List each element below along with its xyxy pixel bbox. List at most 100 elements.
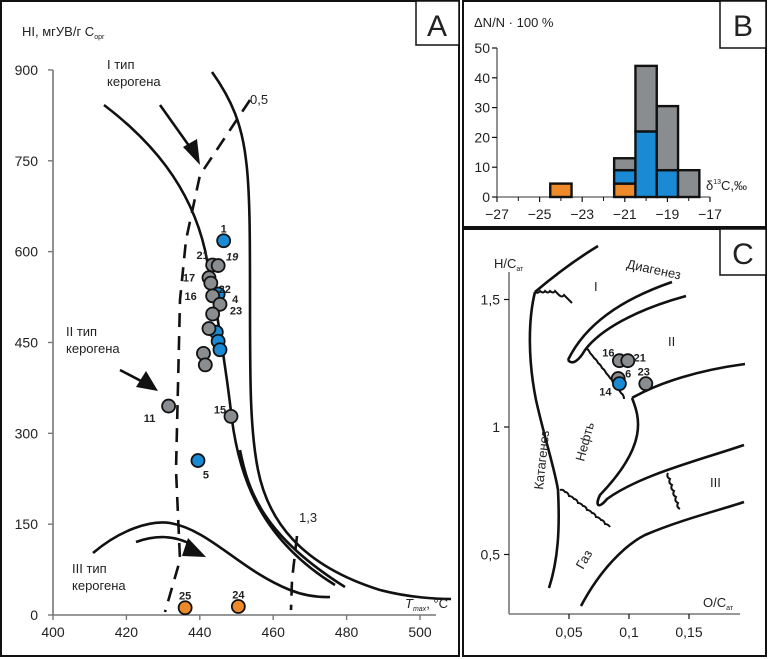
panel-b-bar-blue bbox=[612, 168, 637, 185]
panel-b-bar-gray bbox=[612, 157, 637, 172]
panel-b-x-tick-label: −21 bbox=[613, 206, 637, 222]
panel-a-point-label: 17 bbox=[183, 273, 195, 285]
panel-b-x-tick-label: −25 bbox=[528, 206, 552, 222]
panel-c-point-label: 23 bbox=[638, 367, 650, 379]
panel-a-point-label: 16 bbox=[185, 291, 197, 303]
panel-a-xlabel: Tmax, °C bbox=[405, 596, 448, 613]
panel-b-x-tick-label: −19 bbox=[656, 206, 680, 222]
panel-c-point-blue bbox=[612, 376, 627, 392]
panel-a-x-tick-label: 500 bbox=[408, 624, 432, 640]
type3-arrow-line bbox=[135, 535, 193, 547]
region-iii-label: III bbox=[710, 475, 721, 490]
iso-label-0-5: 0,5 bbox=[250, 92, 268, 107]
type2-curve bbox=[238, 449, 346, 589]
type3-wavy-line bbox=[666, 472, 681, 510]
iso-line-0-5 bbox=[163, 99, 252, 613]
panel-a-point-gray bbox=[205, 306, 221, 322]
panel-a-x-tick-label: 420 bbox=[115, 624, 139, 640]
panel-b-frame bbox=[462, 0, 767, 228]
panel-b-ylabel: ΔN/N · 100 % bbox=[474, 15, 554, 30]
panel-a-point-gray bbox=[223, 408, 239, 424]
panel-a-y-tick-label: 450 bbox=[15, 334, 39, 350]
type2-upper-curve bbox=[566, 294, 687, 364]
panel-a-point-blue bbox=[216, 233, 232, 249]
panel-c-point-label: 6 bbox=[625, 369, 631, 381]
panel-a-point-label: 24 bbox=[232, 590, 245, 602]
type2-boundary bbox=[631, 362, 746, 400]
panel-c-y-tick-label: 1 bbox=[492, 419, 500, 435]
catagenesis-label: Катагенез bbox=[531, 430, 552, 491]
panel-a-point-label: 5 bbox=[203, 470, 209, 482]
panel-c-label: C bbox=[732, 238, 754, 271]
panel-b-label: B bbox=[733, 10, 753, 43]
panel-a-x-tick-label: 460 bbox=[262, 624, 286, 640]
panel-c-point-label: 14 bbox=[599, 387, 612, 399]
type3-label-line2: керогена bbox=[72, 578, 126, 593]
panel-c-y-tick-label: 0,5 bbox=[481, 547, 501, 563]
panel-b-xlabel: δ13C,‰ bbox=[706, 178, 747, 193]
panel-a-point-label: 19 bbox=[226, 252, 239, 264]
panel-a-x-tick-label: 400 bbox=[41, 624, 65, 640]
type3-label-line1: III тип bbox=[72, 561, 107, 576]
panel-a-point-label: 21 bbox=[197, 250, 209, 262]
panel-c-x-tick-label: 0,1 bbox=[619, 624, 639, 640]
panel-b-y-tick-label: 30 bbox=[474, 100, 490, 116]
type3-arrow-head bbox=[182, 538, 206, 557]
panel-c-xlabel: O/Cат bbox=[703, 595, 734, 612]
type1-label-line2: керогена bbox=[107, 74, 161, 89]
panel-a-point-blue bbox=[212, 342, 228, 358]
panel-a-y-tick-label: 0 bbox=[30, 607, 38, 623]
panel-a-point-gray bbox=[197, 357, 213, 373]
diagenesis-wavy-line bbox=[534, 289, 573, 304]
panel-a-point-orange bbox=[177, 600, 193, 616]
panel-a-point-label: 23 bbox=[230, 305, 242, 317]
panel-b-y-tick-label: 20 bbox=[474, 129, 490, 145]
panel-b-x-tick-label: −23 bbox=[570, 206, 594, 222]
panel-b-bar-blue bbox=[634, 130, 658, 199]
panel-c-x-tick-label: 0,15 bbox=[675, 624, 702, 640]
catagenesis-curve bbox=[528, 291, 560, 589]
panel-a-point-label: 11 bbox=[144, 413, 156, 425]
type1-arrow-line bbox=[158, 104, 194, 151]
panel-a-point-gray bbox=[161, 398, 177, 414]
type1-lower-curve bbox=[566, 280, 673, 361]
type3-curve bbox=[92, 521, 331, 599]
panel-a-y-tick-label: 900 bbox=[15, 62, 39, 78]
oil-label: Нефть bbox=[572, 420, 597, 463]
panel-a-point-label: 22 bbox=[219, 284, 231, 296]
panel-c-point-gray bbox=[638, 376, 654, 392]
panel-a-y-tick-label: 150 bbox=[15, 516, 39, 532]
panel-a-point-label: 25 bbox=[179, 591, 191, 603]
type2-arrow-line bbox=[119, 368, 144, 384]
type1-arrow-head bbox=[183, 139, 200, 165]
type3-lower-curve bbox=[579, 500, 745, 607]
panel-b-y-tick-label: 0 bbox=[482, 189, 490, 205]
gas-window-wavy-line bbox=[559, 488, 611, 528]
panel-a-label: A bbox=[427, 10, 447, 43]
panel-b-label-box bbox=[719, 0, 767, 49]
region-ii-label: II bbox=[668, 334, 675, 349]
panel-a: HI, мгУВ/г Сорг 400 420 440 460 480 500 0 150 30… bbox=[15, 24, 452, 640]
panel-b-bar-blue bbox=[655, 168, 680, 199]
diagenesis-label: Диагенез bbox=[625, 256, 682, 282]
panel-b-bar-gray bbox=[634, 64, 658, 133]
panel-c-y-tick-label: 1,5 bbox=[481, 292, 501, 308]
panel-b-bar-gray bbox=[655, 104, 680, 172]
panel-c-x-tick-label: 0,05 bbox=[555, 624, 582, 640]
type1-label-line1: I тип bbox=[107, 57, 134, 72]
type1-upper-curve bbox=[534, 244, 599, 293]
region-i-label: I bbox=[594, 279, 598, 294]
panel-c-point-label: 16 bbox=[602, 348, 614, 360]
panel-a-y-tick-label: 300 bbox=[15, 425, 39, 441]
panel-a-ylabel: HI, мгУВ/г Сорг bbox=[22, 24, 105, 41]
panel-b-x-tick-label: −27 bbox=[485, 206, 509, 222]
panel-b-bar-gray bbox=[676, 168, 701, 199]
panel-b-bar-orange bbox=[549, 182, 573, 199]
panel-c: H/Cат 0,05 0,1 0,150,511,5 O/Cат I II III … bbox=[481, 244, 746, 640]
panel-b: ΔN/N · 100 % −27 −25 −23 −21 −19 −17 0 10 20 30 40… bbox=[474, 15, 747, 222]
panel-a-point-label: 15 bbox=[214, 404, 226, 416]
type2-lower-curve bbox=[596, 397, 745, 507]
panel-a-point-blue bbox=[190, 453, 206, 468]
panel-b-y-tick-label: 40 bbox=[474, 70, 490, 86]
